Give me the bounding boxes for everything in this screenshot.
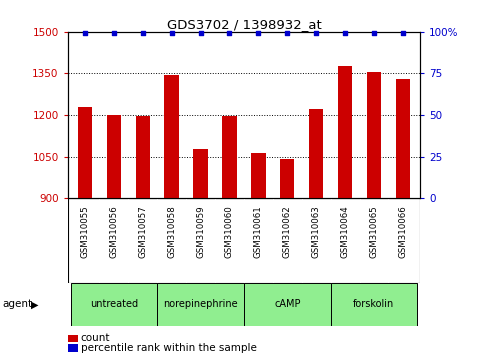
Point [399,30,407,35]
Bar [107,115,121,198]
Text: GSM310059: GSM310059 [196,205,205,258]
Title: GDS3702 / 1398932_at: GDS3702 / 1398932_at [167,18,321,31]
Point [313,30,320,35]
Bar [309,109,324,198]
Bar [193,149,208,198]
Text: agent: agent [2,299,32,309]
Text: untreated: untreated [90,299,138,309]
Point [226,30,233,35]
Text: GSM310064: GSM310064 [341,205,350,258]
Text: count: count [81,333,110,343]
Point [341,30,349,35]
Bar [244,283,331,326]
Text: GSM310061: GSM310061 [254,205,263,258]
Text: GSM310063: GSM310063 [312,205,321,258]
Bar [164,75,179,198]
Point [255,30,262,35]
Bar [136,116,150,198]
Point [81,30,89,35]
Bar [251,153,266,198]
Bar [71,283,157,326]
Text: ▶: ▶ [31,299,39,309]
Bar [68,198,420,283]
Point [197,30,204,35]
Text: GSM310055: GSM310055 [81,205,89,258]
Text: GSM310065: GSM310065 [369,205,379,258]
Text: GSM310056: GSM310056 [109,205,118,258]
Text: forskolin: forskolin [354,299,395,309]
Bar [338,66,352,198]
Bar [157,283,244,326]
Bar [280,159,295,198]
Text: GSM310058: GSM310058 [167,205,176,258]
Bar [331,283,417,326]
Point [110,30,118,35]
Bar [396,79,410,198]
Text: GSM310066: GSM310066 [398,205,407,258]
Bar [78,107,92,198]
Point [139,30,147,35]
Bar [222,116,237,198]
Text: norepinephrine: norepinephrine [163,299,238,309]
Point [370,30,378,35]
Point [284,30,291,35]
Text: cAMP: cAMP [274,299,300,309]
Text: percentile rank within the sample: percentile rank within the sample [81,343,256,353]
Text: GSM310060: GSM310060 [225,205,234,258]
Bar [367,72,381,198]
Point [168,30,175,35]
Text: GSM310057: GSM310057 [138,205,147,258]
Text: GSM310062: GSM310062 [283,205,292,258]
